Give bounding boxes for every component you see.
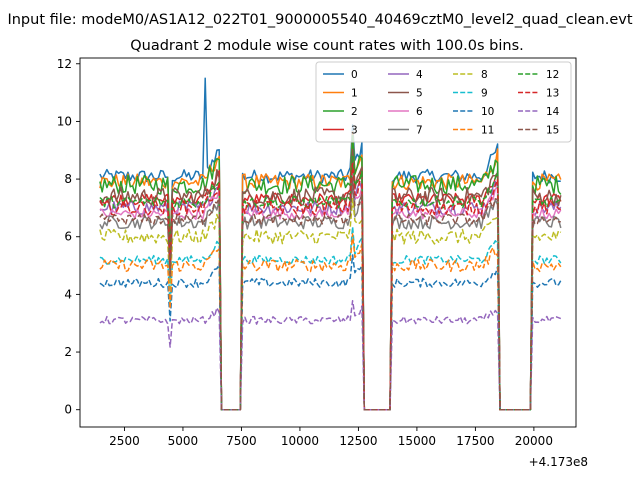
series-line-1 (99, 131, 562, 411)
y-tick-label: 4 (64, 287, 72, 301)
x-tick-label: 17500 (456, 434, 494, 448)
legend-label-6: 6 (416, 106, 423, 118)
y-tick-label: 0 (64, 403, 72, 417)
y-tick-label: 12 (57, 57, 72, 71)
y-tick-label: 10 (57, 114, 72, 128)
legend-label-13: 13 (546, 88, 559, 100)
series-line-11 (99, 233, 562, 411)
x-tick-label: 20000 (515, 434, 553, 448)
legend-label-0: 0 (351, 69, 358, 81)
legend-label-3: 3 (351, 125, 358, 137)
x-tick-label: 5000 (168, 434, 199, 448)
plot-frame (79, 57, 577, 428)
series-line-2 (99, 134, 562, 411)
legend-label-12: 12 (546, 69, 559, 81)
x-tick-label: 2500 (109, 434, 140, 448)
y-tick-label: 6 (64, 230, 72, 244)
legend-label-9: 9 (481, 88, 488, 100)
legend-label-4: 4 (416, 69, 423, 81)
series-line-8 (99, 197, 562, 411)
chart-title: Quadrant 2 module wise count rates with … (130, 38, 524, 54)
legend-label-1: 1 (351, 88, 358, 100)
series-line-15 (99, 176, 561, 411)
legend-label-14: 14 (546, 106, 560, 118)
legend-label-7: 7 (416, 125, 423, 137)
series-line-12 (99, 155, 561, 411)
x-tick-label: 7500 (226, 434, 257, 448)
x-tick-label: 10000 (281, 434, 319, 448)
x-offset-label: +4.173e8 (529, 455, 588, 469)
x-tick-label: 12500 (339, 434, 377, 448)
series-line-14 (99, 299, 562, 411)
plot-area: 2500 5000 7500 10000 12500 15000 17500 20000 0 2 4… (57, 57, 577, 448)
series-line-7 (99, 180, 562, 411)
y-tick-label: 2 (64, 345, 72, 359)
figure-suptitle: Input file: modeM0/AS1A12_022T01_9000005… (7, 12, 632, 28)
legend-label-11: 11 (481, 125, 494, 137)
legend-label-8: 8 (481, 69, 488, 81)
y-tick-label: 8 (64, 172, 72, 186)
series-line-5 (99, 148, 562, 411)
legend-label-10: 10 (481, 106, 494, 118)
x-tick-label: 15000 (398, 434, 436, 448)
legend-box (315, 61, 572, 143)
legend-label-5: 5 (416, 88, 423, 100)
legend-label-15: 15 (546, 125, 559, 137)
legend-label-2: 2 (351, 106, 358, 118)
